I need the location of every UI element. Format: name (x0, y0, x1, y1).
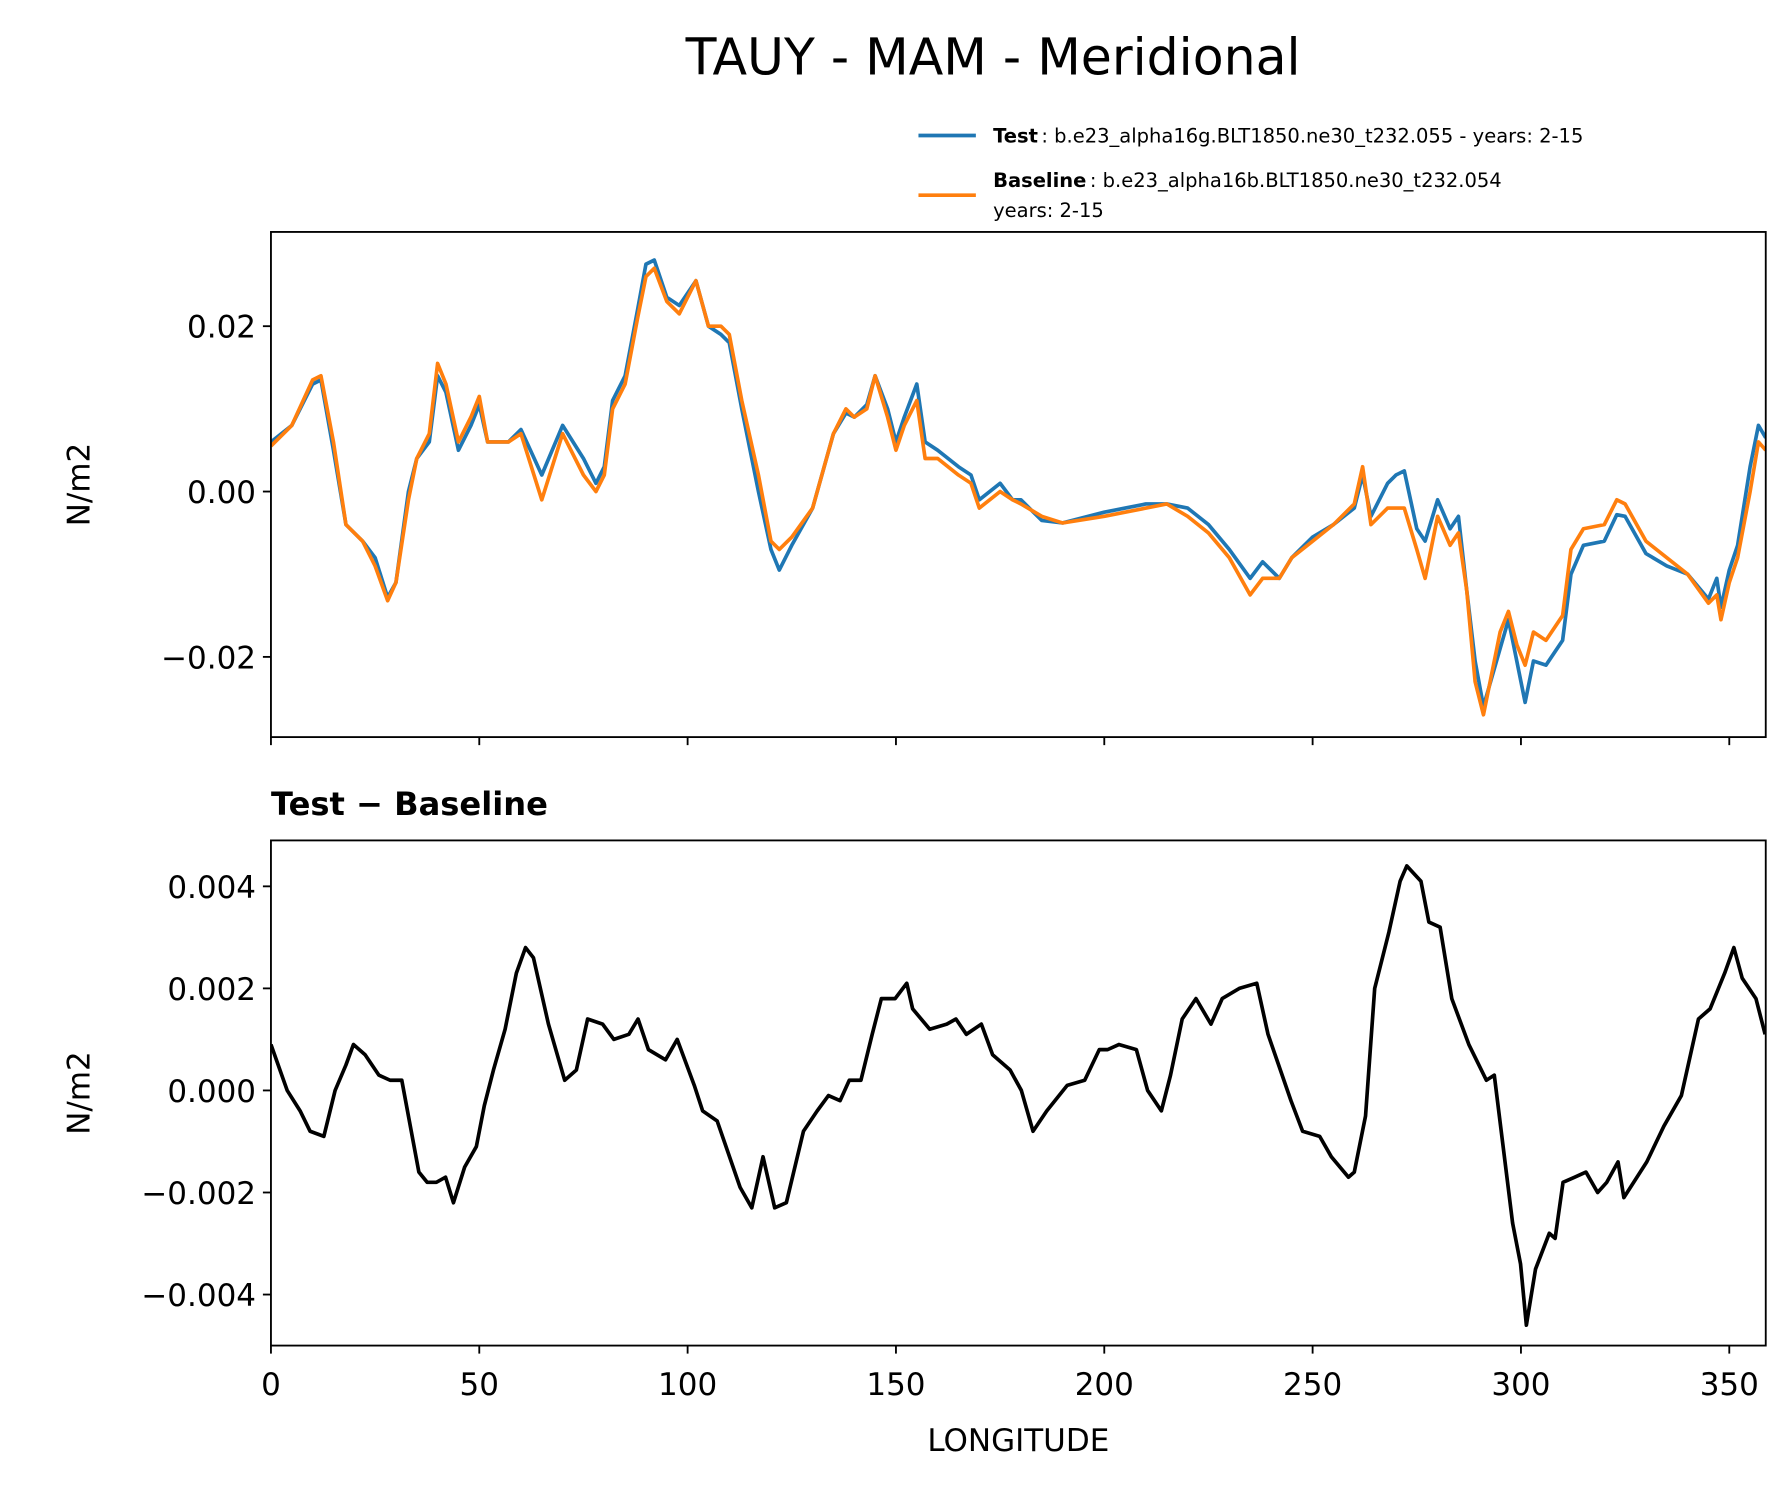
legend-label: Baseline (993, 169, 1086, 192)
x-tick-label: 200 (1075, 1367, 1134, 1403)
y-tick-label: 0.004 (167, 870, 256, 906)
x-tick-label: 100 (658, 1367, 717, 1403)
legend-description: years: 2-15 (993, 199, 1104, 222)
y-tick-label: −0.004 (141, 1278, 256, 1314)
legend-description: : b.e23_alpha16b.BLT1850.ne30_t232.054 (1090, 169, 1502, 192)
y-tick-label: 0.02 (187, 310, 256, 346)
y-axis-label: N/m2 (62, 443, 98, 527)
x-tick-label: 0 (261, 1367, 281, 1403)
y-axis-label: N/m2 (62, 1051, 98, 1135)
legend-label: Test (993, 124, 1038, 147)
series-line (270, 864, 1766, 1327)
y-tick-label: 0.002 (167, 972, 256, 1008)
y-tick-label: 0.000 (167, 1074, 256, 1110)
y-tick-label: 0.00 (187, 475, 256, 511)
x-axis-label: LONGITUDE (927, 1423, 1109, 1459)
legend-description: : b.e23_alpha16g.BLT1850.ne30_t232.055 -… (1041, 124, 1583, 147)
axes-frame (270, 839, 1767, 1347)
y-tick-label: −0.002 (141, 1176, 256, 1212)
x-tick-label: 50 (460, 1367, 499, 1403)
x-tick-label: 250 (1283, 1367, 1342, 1403)
chart-title: TAUY - MAM - Meridional (685, 28, 1301, 87)
x-tick-label: 150 (866, 1367, 925, 1403)
x-tick-label: 300 (1491, 1367, 1550, 1403)
x-tick-label: 350 (1700, 1367, 1759, 1403)
series-line (270, 266, 1766, 717)
y-tick-label: −0.02 (161, 640, 256, 676)
subplot-title: Test − Baseline (271, 785, 548, 823)
axes-frame (270, 231, 1767, 739)
